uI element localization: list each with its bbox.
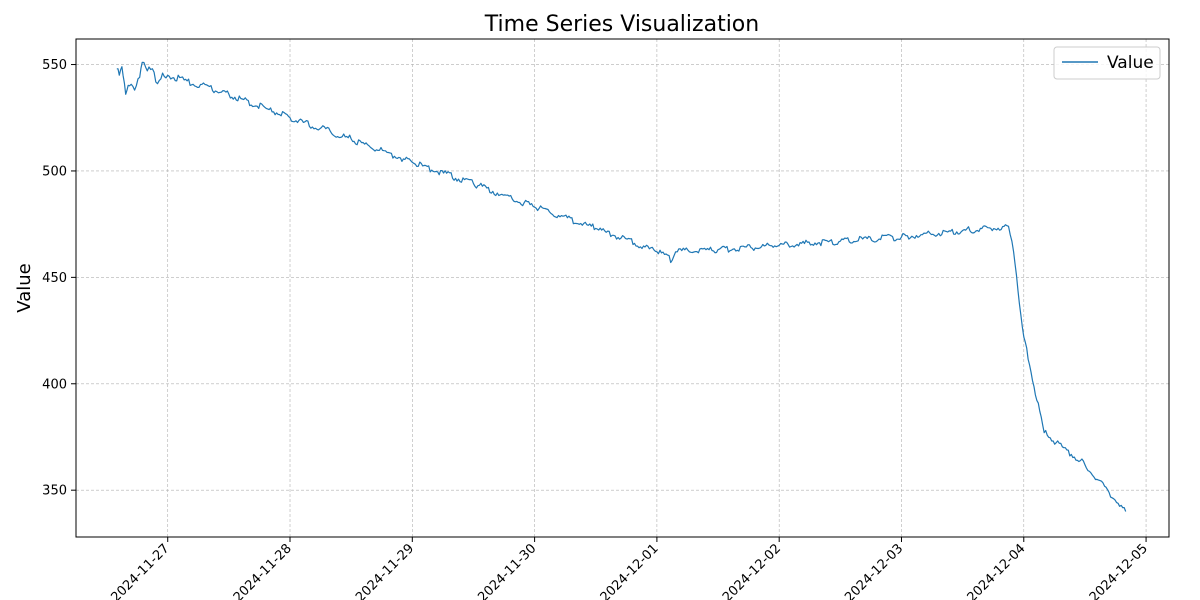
legend: Value (1053, 46, 1161, 80)
y-tick-label: 350 (42, 484, 67, 499)
plot-area (76, 39, 1169, 537)
y-tick-label: 450 (42, 271, 67, 286)
legend-label-value: Value (1107, 53, 1154, 73)
y-axis-label: Value (14, 263, 35, 312)
plot-frame (75, 38, 1170, 538)
legend-box (1053, 46, 1161, 80)
series-line-value (116, 61, 1127, 512)
y-tick-label: 400 (42, 377, 67, 392)
grid (76, 39, 1169, 537)
y-axis-ticks: 350 400 450 500 550 (42, 58, 76, 499)
y-tick-label: 550 (42, 58, 67, 73)
y-tick-label: 500 (42, 164, 67, 179)
chart-title: Time Series Visualization (484, 12, 759, 37)
series-layer (116, 61, 1127, 512)
